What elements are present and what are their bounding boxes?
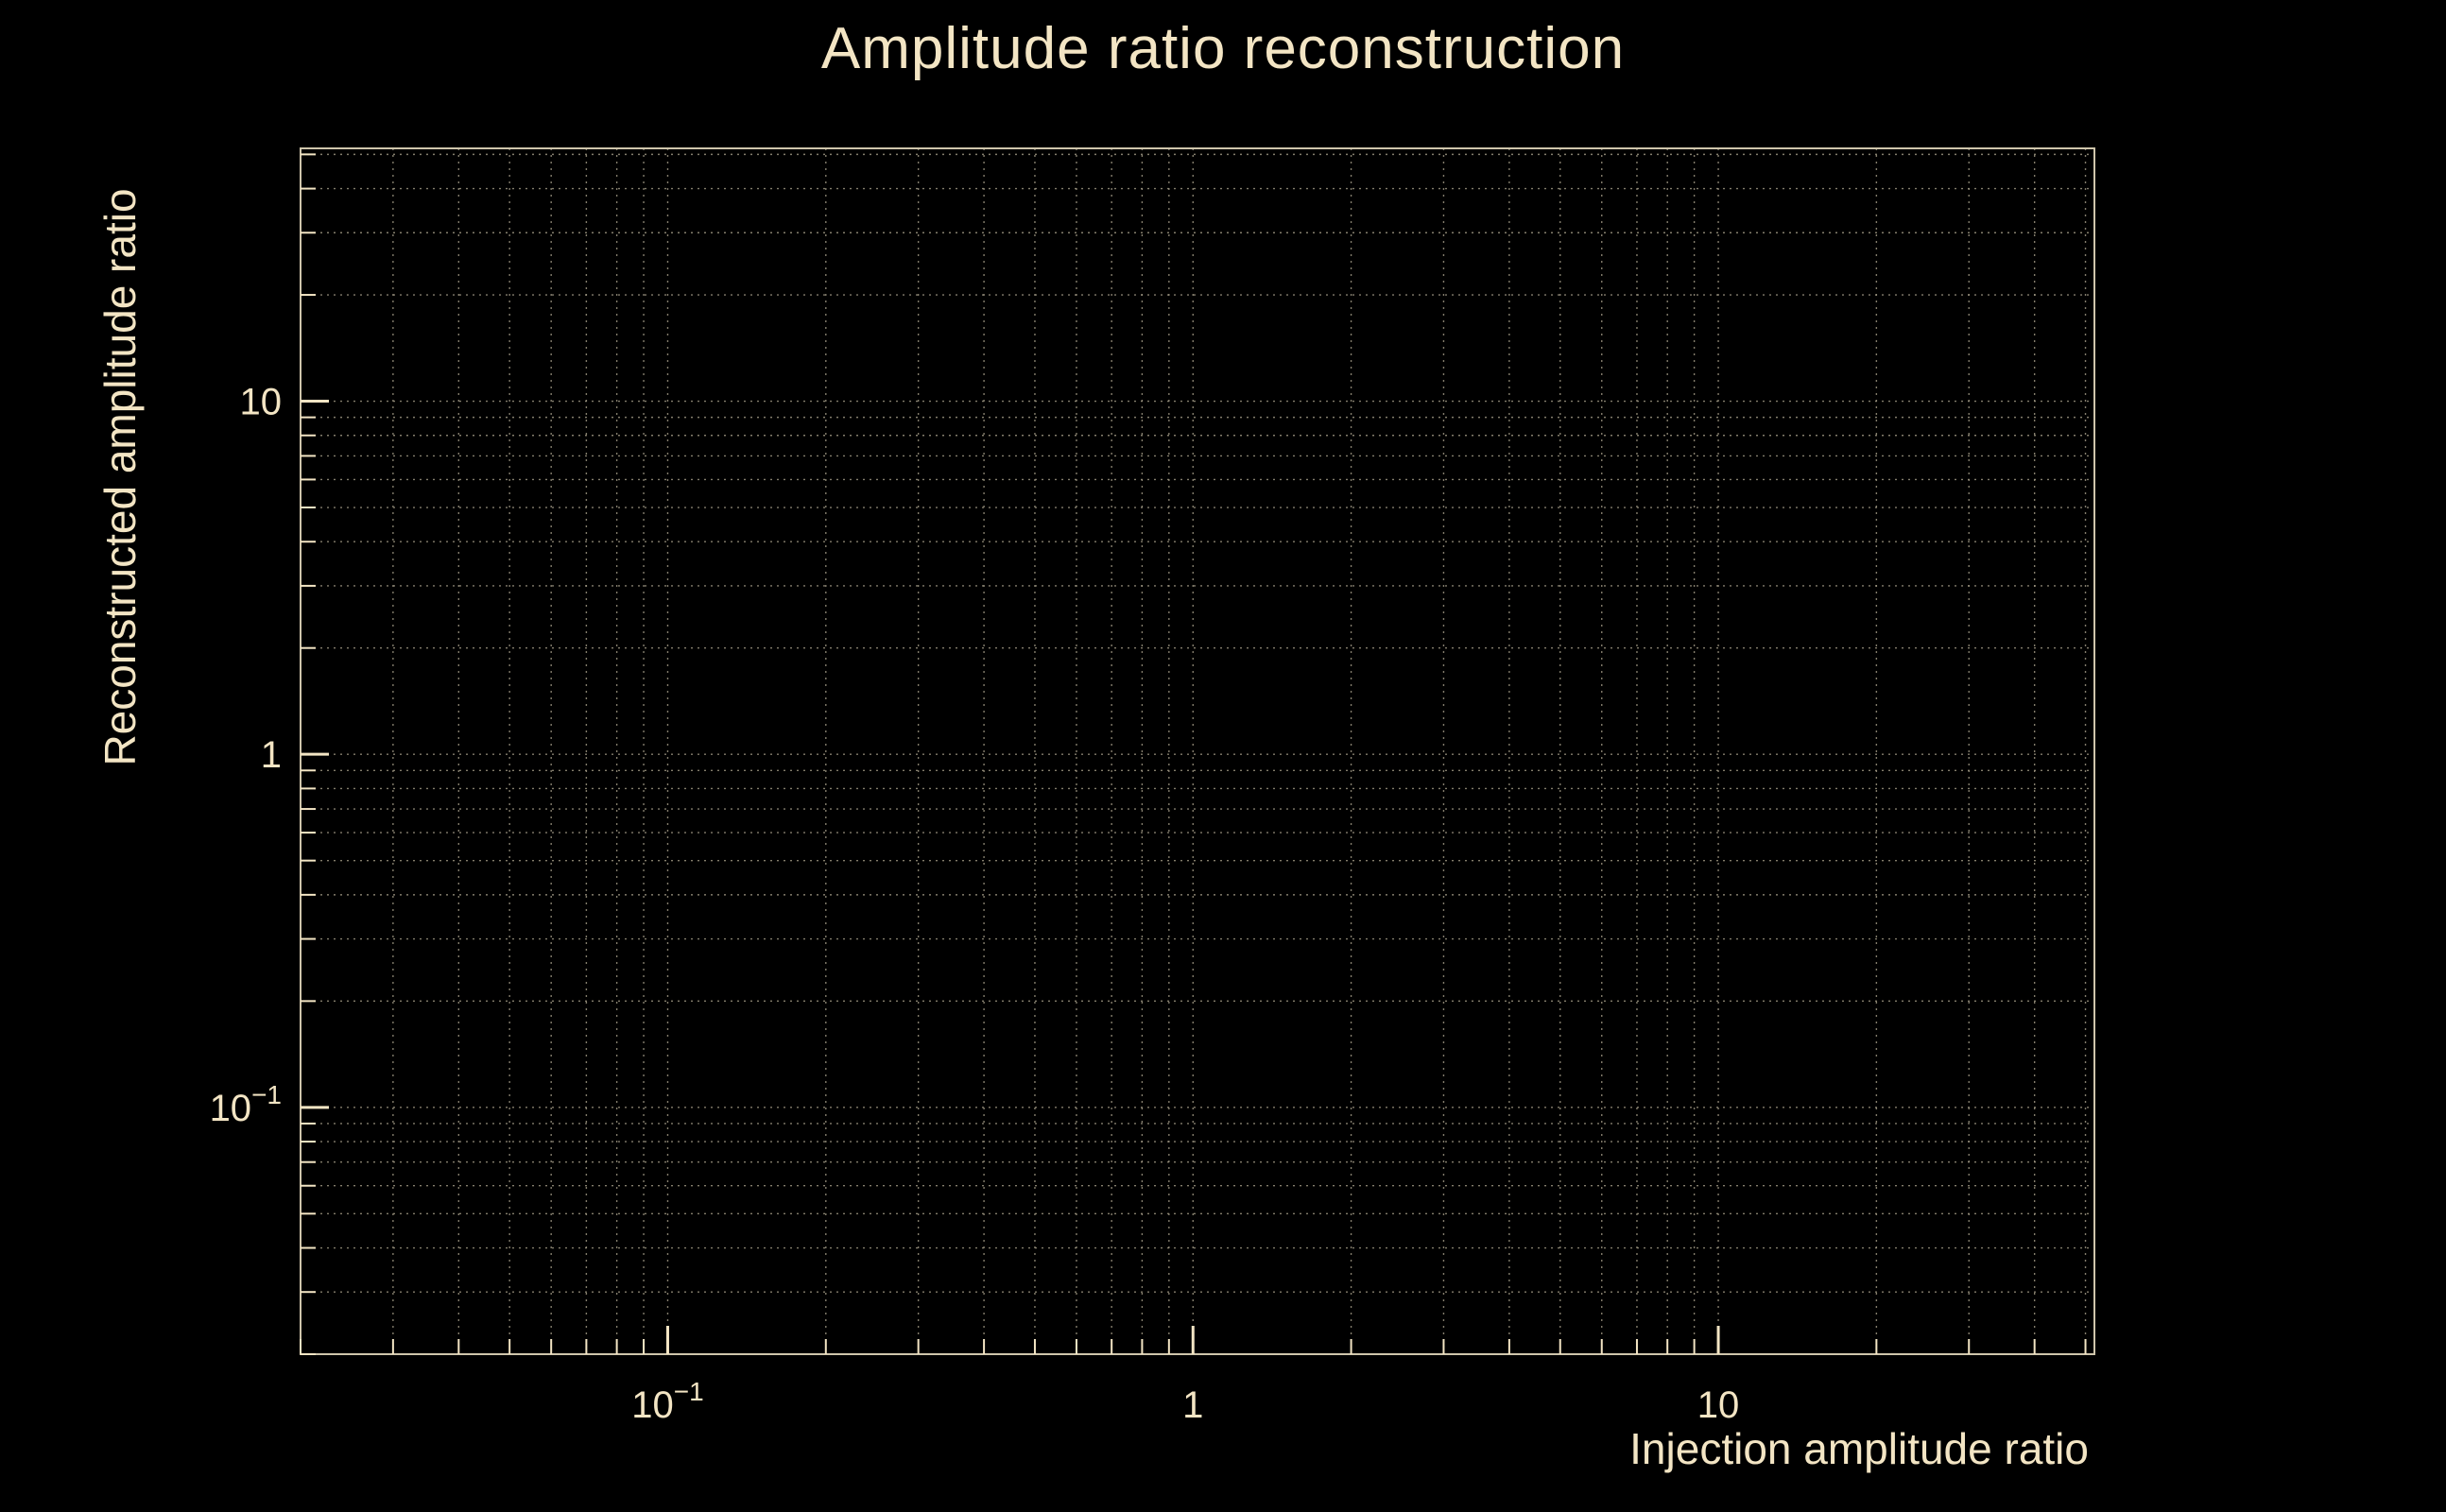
svg-text:10: 10 (1697, 1384, 1740, 1426)
svg-text:10−1: 10−1 (631, 1377, 703, 1426)
y-axis-label: Reconstructed amplitude ratio (95, 188, 145, 766)
svg-text:1: 1 (1182, 1384, 1203, 1426)
svg-text:1: 1 (261, 734, 282, 776)
chart-title: Amplitude ratio reconstruction (820, 16, 1626, 81)
x-axis-label: Injection amplitude ratio (1629, 1424, 2089, 1473)
svg-text:10−1: 10−1 (210, 1080, 282, 1129)
svg-text:10: 10 (240, 382, 283, 423)
